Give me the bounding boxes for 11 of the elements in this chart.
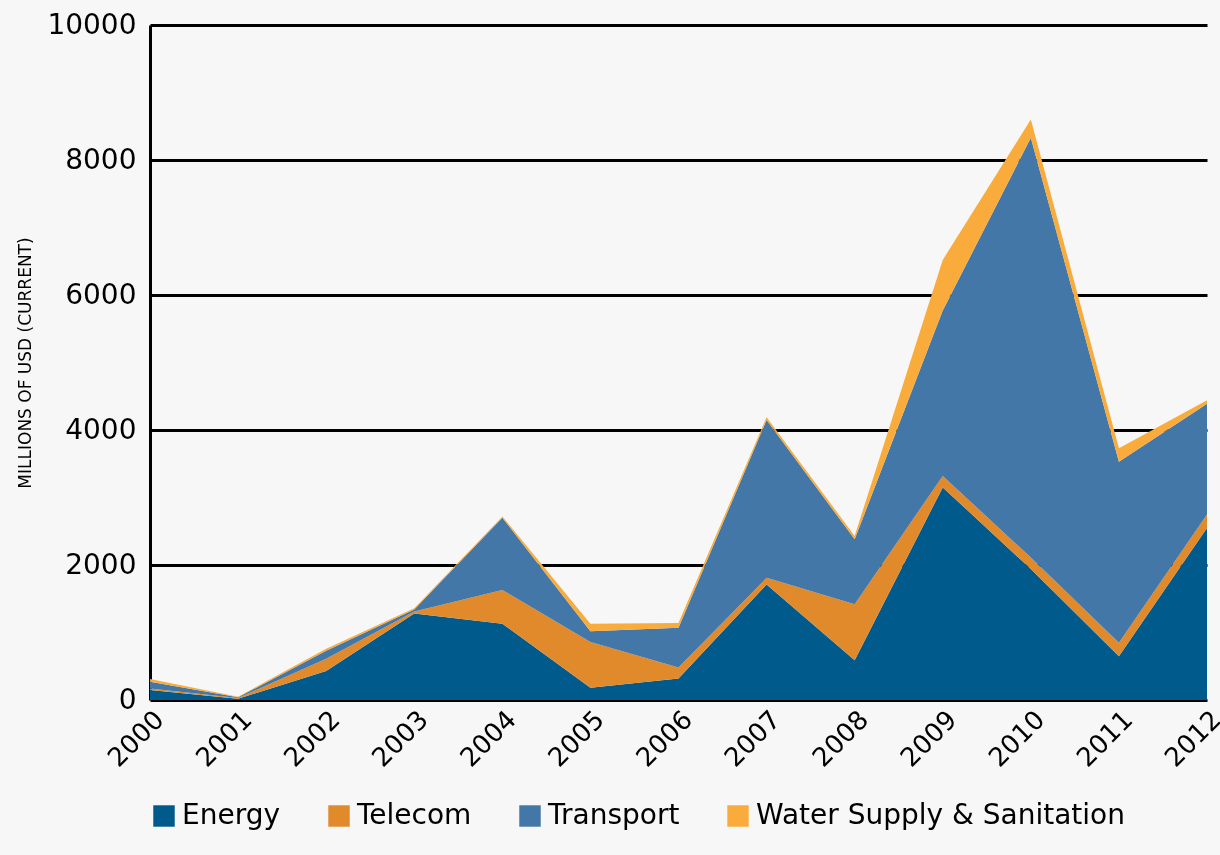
y-tick-label: 8000 bbox=[65, 142, 137, 176]
y-tick-label: 10000 bbox=[47, 7, 137, 41]
y-tick-label: 0 bbox=[118, 682, 137, 716]
legend-label: Energy bbox=[182, 798, 281, 831]
legend-label: Telecom bbox=[356, 798, 472, 831]
y-tick-label: 4000 bbox=[65, 412, 137, 446]
y-tick-label: 2000 bbox=[65, 547, 137, 581]
y-axis-title: MILLIONS OF USD (CURRENT) bbox=[15, 237, 36, 489]
y-tick-label: 6000 bbox=[65, 277, 137, 311]
legend-label: Transport bbox=[547, 798, 680, 831]
legend-label: Water Supply & Sanitation bbox=[756, 798, 1125, 831]
